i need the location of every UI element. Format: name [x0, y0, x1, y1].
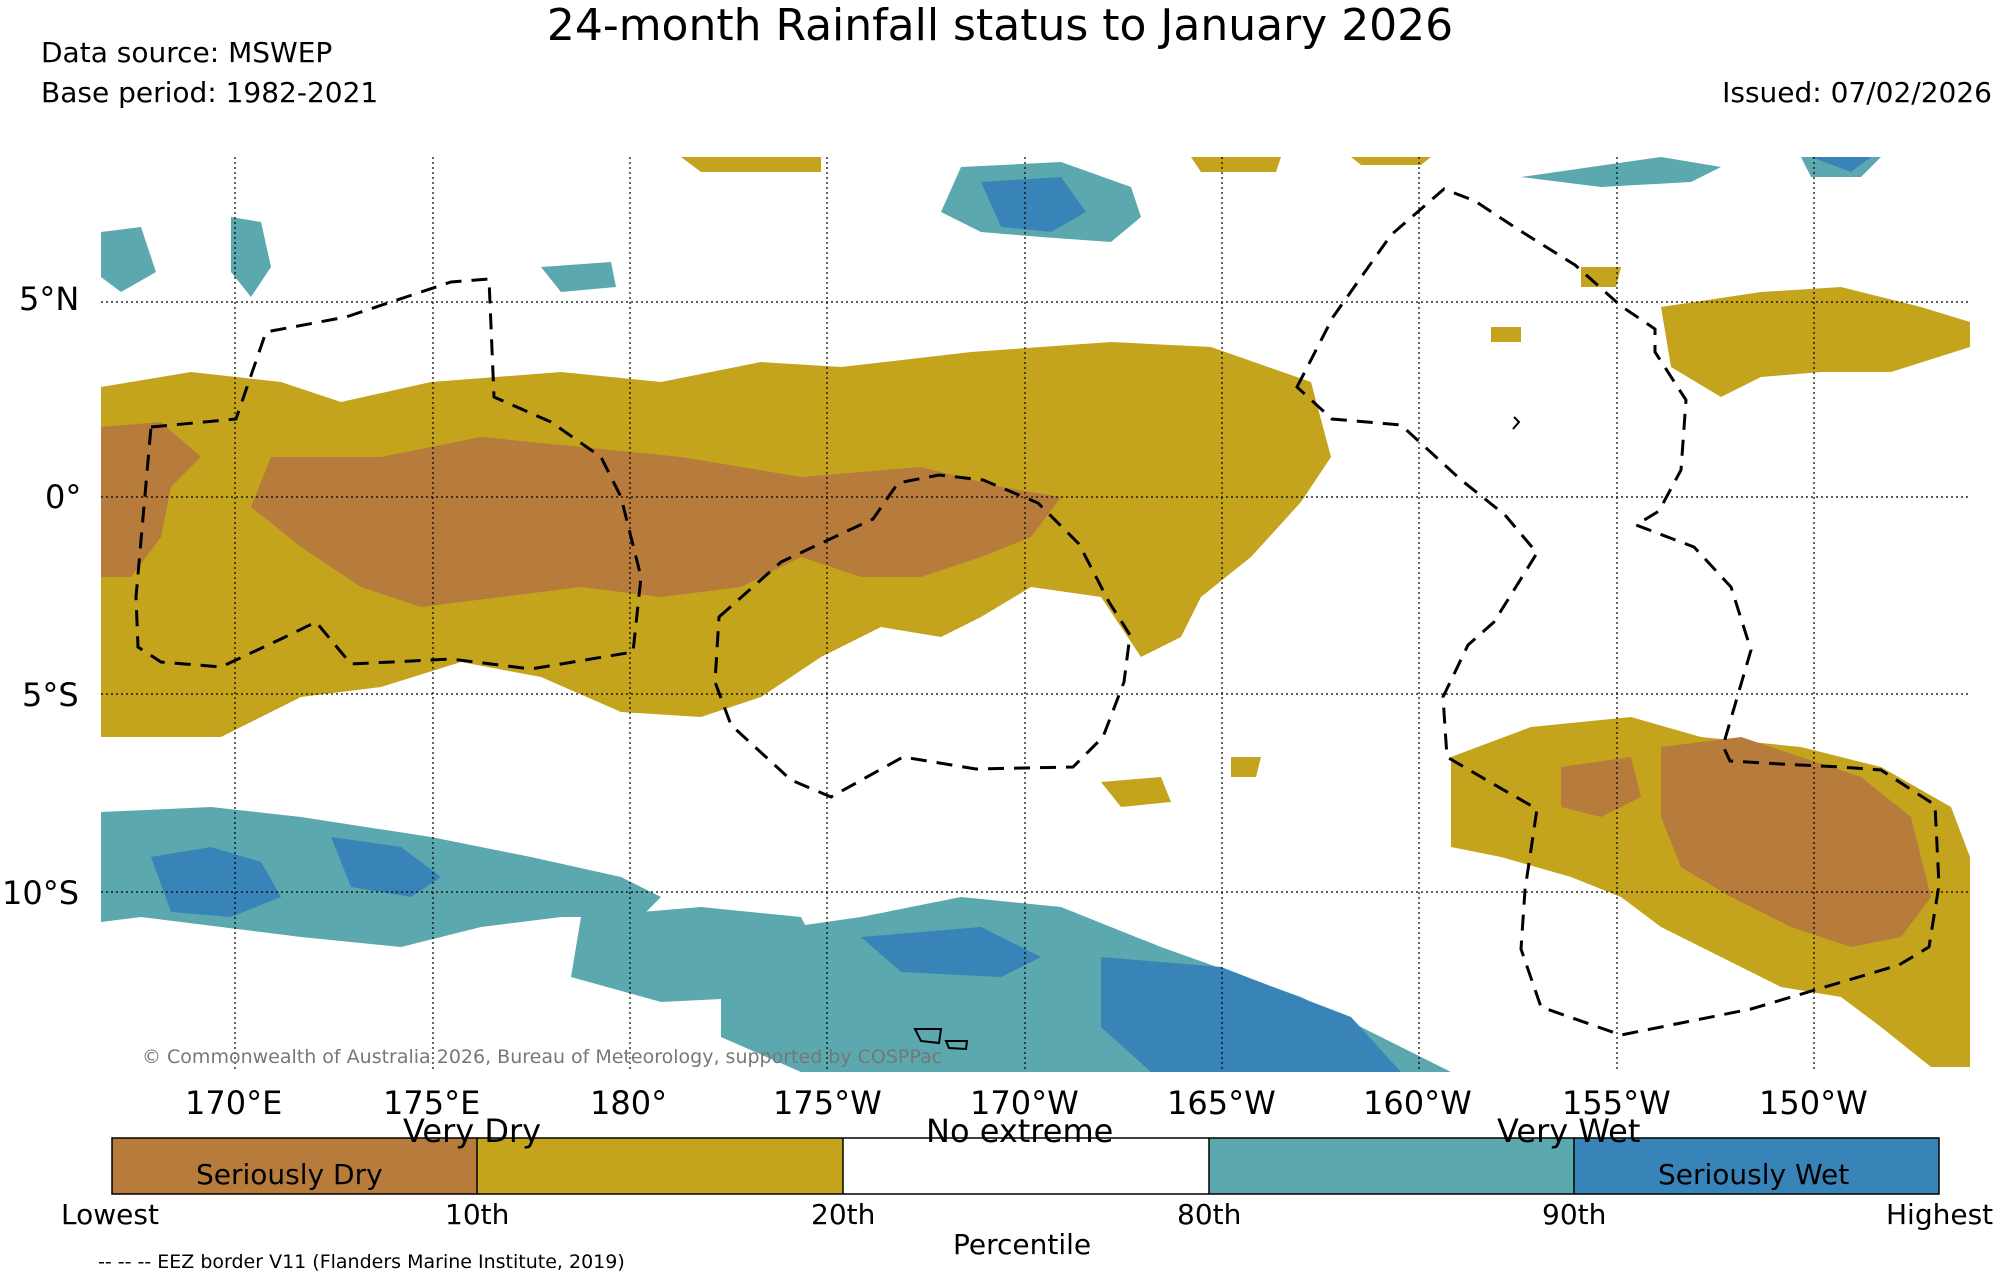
lat-label: 0° — [45, 478, 82, 516]
graticule — [101, 157, 1970, 1072]
lon-label: 180° — [590, 1084, 668, 1122]
label-seriously-wet: Seriously Wet — [1658, 1158, 1850, 1191]
tick-90th: 90th — [1542, 1198, 1607, 1231]
issued-date: Issued: 07/02/2026 — [1722, 76, 1992, 109]
lon-label: 165°W — [1167, 1084, 1276, 1122]
category-very-dry: Very Dry — [403, 1112, 542, 1150]
tick-lowest: Lowest — [61, 1198, 159, 1231]
colorbar-very-dry — [477, 1138, 843, 1194]
lon-label: 175°E — [383, 1084, 481, 1122]
lat-label: 5°N — [19, 280, 80, 318]
percentile-label: Percentile — [953, 1228, 1092, 1261]
tick-80th: 80th — [1177, 1198, 1242, 1231]
category-no-extreme: No extreme — [926, 1112, 1114, 1150]
rainfall-map — [101, 157, 1970, 1072]
label-seriously-dry: Seriously Dry — [196, 1158, 383, 1191]
base-period: Base period: 1982-2021 — [41, 76, 379, 109]
colorbar-seriously-dry — [112, 1138, 477, 1194]
seriously-dry-regions — [101, 422, 1931, 947]
eez-note: -- -- -- EEZ border V11 (Flanders Marine… — [98, 1251, 625, 1273]
data-source: Data source: MSWEP — [41, 36, 333, 69]
copyright-notice: © Commonwealth of Australia 2026, Bureau… — [142, 1046, 943, 1068]
tick-10th: 10th — [445, 1198, 510, 1231]
lon-label: 170°W — [970, 1084, 1079, 1122]
lat-label: 10°S — [2, 874, 80, 912]
colorbar — [111, 1137, 1940, 1195]
tick-highest: Highest — [1886, 1198, 1994, 1231]
eez-borders — [134, 187, 1941, 1037]
lat-label: 5°S — [22, 676, 79, 714]
lon-label: 170°E — [185, 1084, 283, 1122]
lon-label: 175°W — [773, 1084, 882, 1122]
map-title: 24-month Rainfall status to January 2026 — [546, 0, 1454, 51]
seriously-wet-regions — [151, 157, 1871, 1072]
lon-label: 150°W — [1759, 1084, 1868, 1122]
category-very-wet: Very Wet — [1497, 1112, 1641, 1150]
colorbar-seriously-wet — [1574, 1138, 1939, 1194]
tick-20th: 20th — [811, 1198, 876, 1231]
island-outlines — [913, 416, 1521, 1051]
lon-label: 160°W — [1363, 1084, 1472, 1122]
colorbar-very-wet — [1209, 1138, 1574, 1194]
colorbar-no-extreme — [843, 1138, 1209, 1194]
lon-label: 155°W — [1562, 1084, 1671, 1122]
